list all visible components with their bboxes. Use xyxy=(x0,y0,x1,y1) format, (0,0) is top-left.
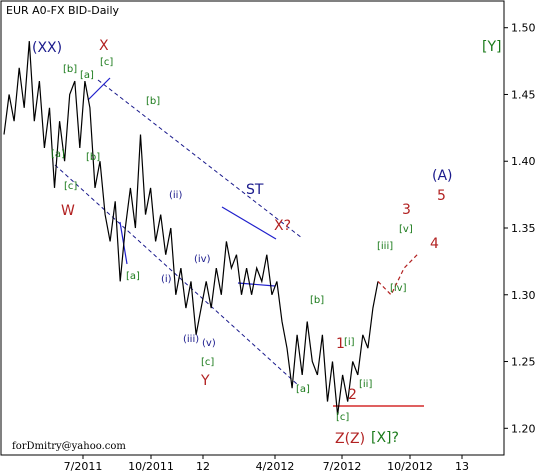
trend-channel xyxy=(54,77,424,407)
wave-label: [X]? xyxy=(371,430,399,446)
forecast-line xyxy=(377,254,418,296)
x-tick-label: 12 xyxy=(196,460,210,473)
wave-label: (A) xyxy=(432,168,453,184)
y-tick-label: 1.50 xyxy=(511,22,536,35)
wave-label: [v] xyxy=(399,224,413,235)
channel-upper-line xyxy=(97,79,303,239)
wave-label: [b] xyxy=(310,295,324,306)
x-tick-label: 13 xyxy=(455,460,469,473)
y-tick-label: 1.20 xyxy=(511,422,536,435)
wave-line xyxy=(87,77,111,101)
wave-label: [a] xyxy=(296,384,310,395)
wave-label: 1 xyxy=(336,336,345,352)
wave-label: 5 xyxy=(437,188,446,204)
wave-label: (iv) xyxy=(194,254,211,265)
wave-label: (iii) xyxy=(183,334,199,345)
price-line xyxy=(3,41,379,415)
footer-email: forDmitry@yahoo.com xyxy=(12,441,126,452)
wave-label: [a] xyxy=(80,70,94,81)
wave-label: X xyxy=(99,38,109,54)
wave-label: [iv] xyxy=(390,283,407,294)
channel-lower-line xyxy=(54,164,299,386)
y-axis-ticks: 1.20 1.25 1.30 1.35 1.40 1.45 1.50 xyxy=(504,22,536,435)
wave-label: Y xyxy=(200,373,210,389)
wave-label: Z(Z) xyxy=(335,431,365,447)
wave-label: (ii) xyxy=(169,190,182,201)
y-tick-label: 1.35 xyxy=(511,222,536,235)
wave-label: 2 xyxy=(348,387,357,403)
wave-label: [c] xyxy=(336,412,349,423)
wave-label: [a] xyxy=(51,149,65,160)
wave-label: [Y] xyxy=(482,39,501,55)
y-tick-label: 1.45 xyxy=(511,88,536,101)
wave-label: [c] xyxy=(201,357,214,368)
st-upper-line xyxy=(221,206,277,240)
wave-label: W xyxy=(61,203,75,219)
wave-label: [b] xyxy=(146,96,160,107)
x-tick-label: 10/2011 xyxy=(128,460,174,473)
x-tick-label: 7/2011 xyxy=(64,460,103,473)
wave-annotations: (XX) X[a][b][c][b][a] [b][c]W(ii)[a] (i)(ii… xyxy=(32,38,501,447)
y-tick-label: 1.25 xyxy=(511,356,536,369)
y-tick-label: 1.40 xyxy=(511,155,536,168)
wave-label: X? xyxy=(274,218,291,234)
x-tick-label: 10/2012 xyxy=(387,460,433,473)
wave-label: [iii] xyxy=(377,241,393,252)
wave-label: [b] xyxy=(63,64,77,75)
wave-label: ST xyxy=(246,182,264,198)
wave-label: 4 xyxy=(430,236,439,252)
wave-label: [a] xyxy=(126,271,140,282)
wave-label: 3 xyxy=(402,202,411,218)
x-axis-ticks: 7/2011 10/2011 12 4/2012 7/2012 10/2012 13 xyxy=(64,455,469,473)
wave-label: [c] xyxy=(64,181,77,192)
wave-label: [c] xyxy=(100,57,113,68)
chart-title: EUR A0-FX BID-Daily xyxy=(6,4,120,17)
wave-label: [b] xyxy=(86,152,100,163)
y-tick-label: 1.30 xyxy=(511,289,536,302)
wave-label: (v) xyxy=(202,338,216,349)
wave-label: [i] xyxy=(344,337,355,348)
x-tick-label: 7/2012 xyxy=(323,460,362,473)
price-series xyxy=(3,41,418,415)
wave-label: [ii] xyxy=(359,379,372,390)
wave-label: (i) xyxy=(161,274,172,285)
wave-label: (XX) xyxy=(32,40,62,56)
x-tick-label: 4/2012 xyxy=(256,460,295,473)
